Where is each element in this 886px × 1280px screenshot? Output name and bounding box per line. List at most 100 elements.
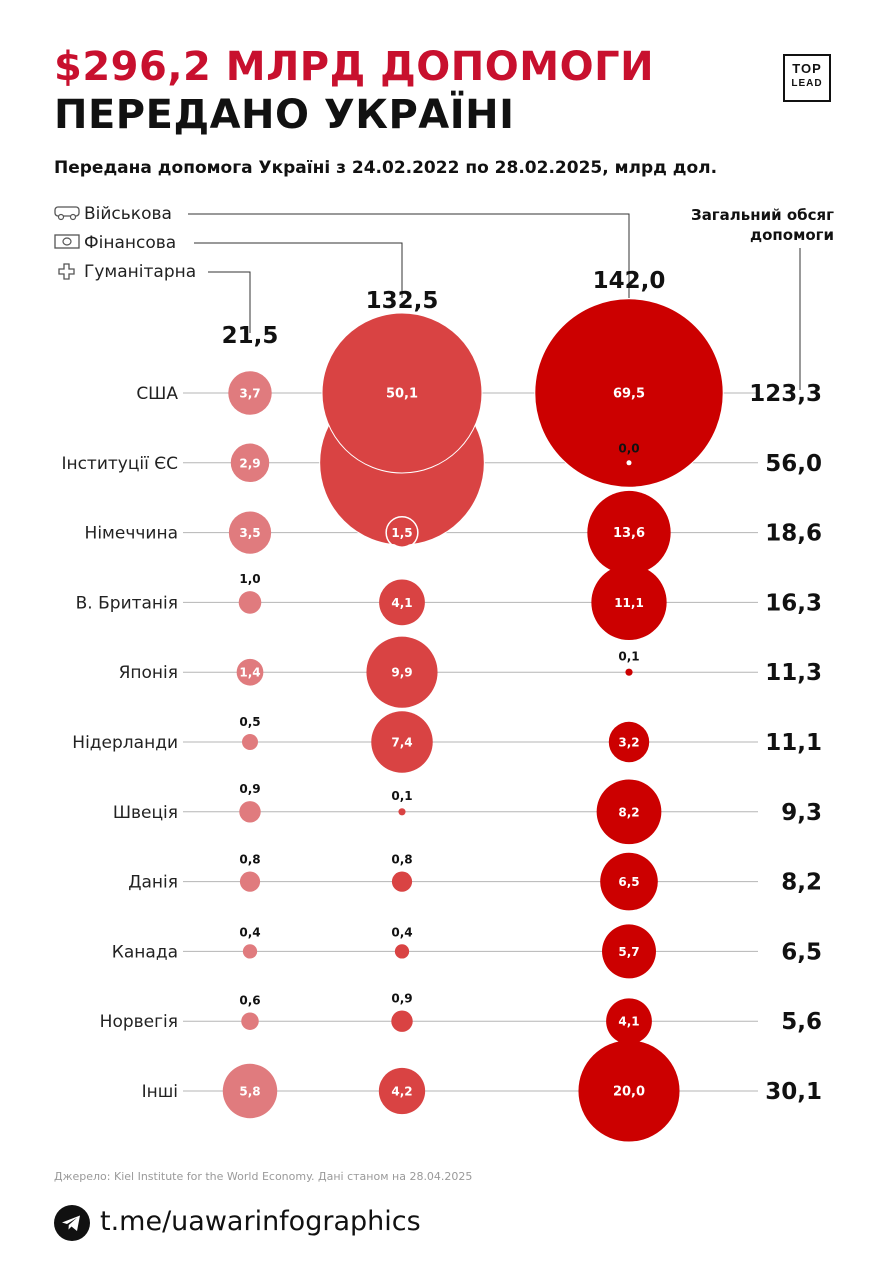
top-lead-logo: TOP LEAD bbox=[783, 54, 831, 102]
bubble-label: 0,6 bbox=[239, 993, 260, 1007]
total-value: 6,5 bbox=[781, 939, 822, 965]
bubble-label: 8,2 bbox=[618, 805, 639, 819]
leader-line bbox=[188, 213, 630, 298]
bubble-label: 1,5 bbox=[391, 526, 412, 540]
bubble bbox=[239, 871, 261, 892]
bubble-label: 20,0 bbox=[613, 1085, 645, 1100]
total-value: 16,3 bbox=[765, 590, 822, 616]
total-header-line-2: допомоги bbox=[750, 226, 834, 244]
bubble-dot bbox=[626, 460, 632, 466]
bubble bbox=[394, 944, 410, 959]
bubble bbox=[391, 871, 413, 892]
wheel-icon bbox=[57, 213, 65, 221]
bubble bbox=[600, 852, 658, 911]
bubble-label: 4,1 bbox=[618, 1015, 639, 1029]
bubble bbox=[222, 1063, 278, 1119]
banknote-icon bbox=[54, 234, 80, 249]
bubble bbox=[242, 944, 258, 959]
bubble-label: 1,0 bbox=[239, 572, 260, 586]
logo-line-1: TOP bbox=[792, 61, 822, 76]
bubble-label: 0,1 bbox=[391, 789, 412, 803]
bubble bbox=[241, 1012, 259, 1030]
bubble-label: 0,1 bbox=[618, 650, 639, 664]
total-value: 30,1 bbox=[765, 1079, 822, 1105]
bubble bbox=[596, 779, 662, 845]
bubble-label: 13,6 bbox=[613, 526, 645, 541]
bubble bbox=[606, 998, 652, 1045]
bubble-label: 2,9 bbox=[239, 456, 260, 470]
category-label: Норвегія bbox=[100, 1012, 178, 1032]
bubble-label: 0,4 bbox=[239, 925, 260, 939]
bubble-label: 4,2 bbox=[391, 1085, 412, 1099]
bubble bbox=[391, 1010, 413, 1032]
bubble bbox=[602, 924, 656, 979]
bubble-label: 3,7 bbox=[239, 387, 260, 401]
category-label: Данія bbox=[128, 873, 178, 893]
bubble-label: 69,5 bbox=[613, 387, 645, 402]
bubble-chart: США 123,3 Інституції ЄС 56,0 Німеччина 18,6 В.… bbox=[54, 204, 834, 1142]
bubble bbox=[591, 564, 667, 641]
bubble bbox=[239, 801, 261, 823]
bubble-label: 5,8 bbox=[239, 1085, 260, 1099]
bubble-label: 3,2 bbox=[618, 736, 639, 750]
bubble bbox=[242, 734, 258, 750]
bubble bbox=[371, 711, 433, 773]
category-label: Інші bbox=[142, 1082, 178, 1102]
bubble bbox=[378, 1067, 426, 1115]
bubble bbox=[321, 312, 483, 474]
category-label: США bbox=[136, 384, 178, 404]
bubble-label: 11,1 bbox=[614, 596, 644, 610]
bubble-label: 0,8 bbox=[391, 852, 412, 866]
bubble bbox=[230, 443, 270, 483]
leader-line bbox=[194, 242, 403, 298]
category-label: Швеція bbox=[113, 803, 178, 823]
bubble bbox=[388, 518, 416, 547]
total-value: 11,1 bbox=[765, 730, 822, 756]
title-line-1: $296,2 МЛРД ДОПОМОГИ bbox=[54, 44, 655, 90]
total-header-line-1: Загальний обсяг bbox=[691, 206, 834, 224]
bubble-label: 1,4 bbox=[239, 666, 260, 680]
bubble-label: 0,9 bbox=[239, 782, 260, 796]
telegram-icon[interactable] bbox=[54, 1205, 90, 1241]
bubble bbox=[608, 721, 650, 763]
bubble-label: 0,8 bbox=[239, 852, 260, 866]
total-value: 8,2 bbox=[781, 870, 822, 896]
total-value: 9,3 bbox=[781, 800, 822, 826]
logo-line-2: LEAD bbox=[791, 78, 823, 89]
bubble-label: 6,5 bbox=[618, 875, 639, 889]
column-total: 21,5 bbox=[222, 323, 279, 349]
column-total: 132,5 bbox=[366, 288, 439, 314]
bubble-label: 9,9 bbox=[391, 666, 412, 680]
legend-label: Фінансова bbox=[84, 233, 176, 253]
leader-line bbox=[208, 271, 251, 333]
bubble-label: 7,4 bbox=[391, 736, 412, 750]
category-label: В. Британія bbox=[76, 593, 178, 613]
source-note: Джерело: Kiel Institute for the World Ec… bbox=[54, 1170, 473, 1183]
total-value: 123,3 bbox=[749, 381, 822, 407]
category-label: Японія bbox=[119, 663, 178, 683]
bubble-label: 50,1 bbox=[386, 387, 418, 402]
bubble-label: 5,7 bbox=[618, 945, 639, 959]
legend-label: Військова bbox=[84, 204, 172, 224]
category-label: Нідерланди bbox=[72, 733, 178, 753]
car-icon bbox=[54, 206, 80, 217]
bubble bbox=[238, 591, 262, 614]
wheel-icon bbox=[69, 213, 77, 221]
telegram-link[interactable]: t.me/uawarinfographics bbox=[100, 1206, 421, 1237]
bubble-label: 0,0 bbox=[618, 442, 639, 456]
bubble bbox=[236, 658, 264, 686]
total-value: 5,6 bbox=[781, 1009, 822, 1035]
bubble bbox=[228, 511, 272, 554]
bubble bbox=[228, 371, 272, 415]
title-line-2: ПЕРЕДАНО УКРАЇНІ bbox=[54, 92, 515, 138]
total-value: 18,6 bbox=[765, 521, 822, 547]
bubble bbox=[398, 808, 406, 816]
coin-icon bbox=[62, 237, 72, 246]
legend-label: Гуманітарна bbox=[84, 262, 196, 282]
bubble bbox=[625, 668, 633, 676]
bubble bbox=[534, 298, 724, 488]
bubble bbox=[578, 1040, 680, 1142]
category-label: Канада bbox=[112, 942, 178, 962]
category-label: Інституції ЄС bbox=[61, 454, 178, 474]
bubble bbox=[366, 636, 438, 708]
